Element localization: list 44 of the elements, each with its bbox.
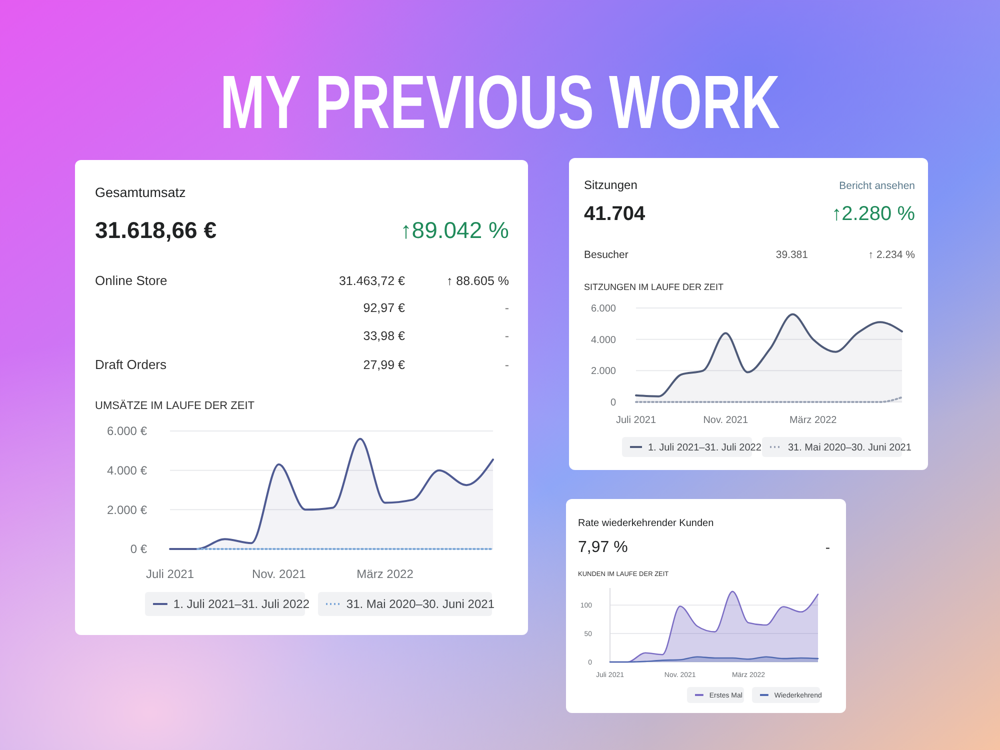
text: 33,98 € [363,329,406,343]
text: Draft Orders [95,357,168,372]
text: 31.463,72 € [338,274,406,288]
chart-subtitle: UMSÄTZE IM LAUFE DER ZEIT [95,399,255,412]
text: 27,99 € [363,358,406,372]
y-tick-label: 6.000 [590,304,616,314]
legend-label: 31. Mai 2020–30. Juni 2021 [788,442,912,454]
y-tick-label: 2.000 € [106,502,148,517]
legend-label: 1. Juli 2021–31. Juli 2022 [648,442,762,454]
text: ↑2.280 % [832,203,916,225]
text: 7,97 % [578,539,628,556]
text: - [504,329,509,343]
text: ↑89.042 % [400,217,509,243]
text: 39.381 [776,249,808,261]
text: - [825,539,830,555]
y-tick-label: 4.000 € [106,464,148,478]
x-tick-label: März 2022 [789,415,838,426]
text: - [504,301,509,315]
chart-title: Sitzungen [584,178,638,192]
legend-label: 31. Mai 2020–30. Juni 2021 [346,597,495,612]
text: Besucher [584,249,629,261]
x-tick-label: Nov. 2021 [252,567,306,581]
text: - [504,358,509,372]
text: 92,97 € [363,301,406,315]
legend-label: 1. Juli 2021–31. Juli 2022 [173,597,310,612]
text: ↑ 88.605 % [446,274,509,288]
text: Bericht ansehen [839,180,916,192]
x-tick-label: Nov. 2021 [703,415,748,426]
text: 31.618,66 € [95,217,217,243]
y-tick-label: 6.000 € [106,424,148,438]
y-tick-label: 0 € [130,542,148,556]
x-tick-label: Juli 2021 [146,567,194,581]
x-tick-label: Juli 2021 [616,415,656,426]
chart-title: Gesamtumsatz [95,185,186,200]
y-tick-label: 0 [610,398,616,408]
chart-title: Rate wiederkehrender Kunden [578,518,714,529]
chart-subtitle: SITZUNGEN IM LAUFE DER ZEIT [584,282,724,292]
text: Online Store [95,273,168,288]
text: ↑ 2.234 % [868,249,915,261]
text: 41.704 [584,203,646,225]
y-tick-label: 4.000 [590,334,616,346]
x-tick-label: März 2022 [356,567,414,581]
text: MY PREVIOUS WORK [220,60,780,144]
y-tick-label: 2.000 [590,366,616,378]
